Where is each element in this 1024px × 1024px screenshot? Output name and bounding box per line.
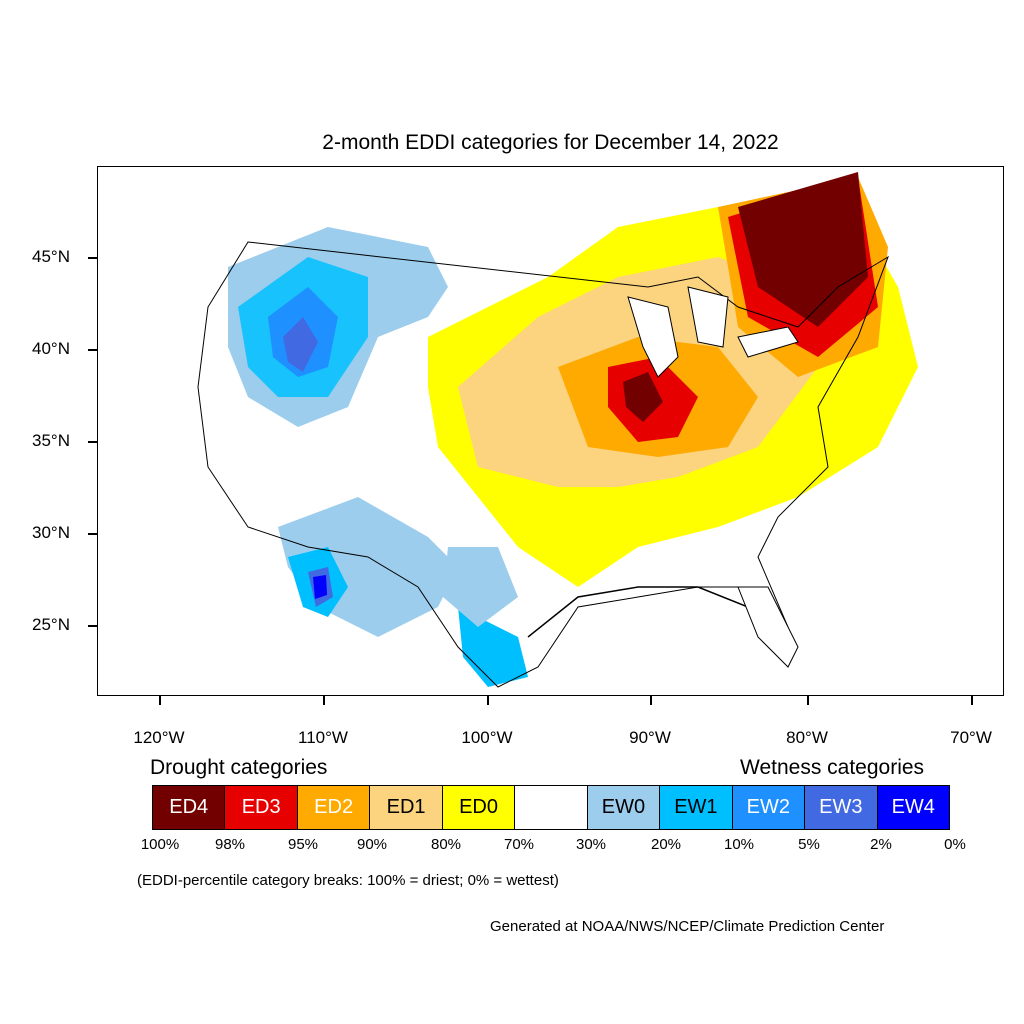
legend-ed4: ED4 <box>153 786 226 829</box>
legend-ew2: EW2 <box>732 786 806 829</box>
legend-ed0: ED0 <box>442 786 516 829</box>
pct-2: 2% <box>870 836 892 853</box>
x-tick <box>971 696 973 705</box>
pct-95: 95% <box>287 836 319 853</box>
ew0-region-texas <box>443 547 518 627</box>
legend-ed1: ED1 <box>370 786 443 829</box>
y-label-25: 25°N <box>32 615 70 634</box>
pct-20: 20% <box>650 836 682 853</box>
x-tick <box>650 696 652 705</box>
x-label-80w: 80°W <box>786 728 828 747</box>
y-label-30: 30°N <box>32 523 70 542</box>
ew3-region-great-basin <box>283 317 318 372</box>
pct-90: 90% <box>356 836 388 853</box>
x-label-120w: 120°W <box>133 728 185 747</box>
y-label-45: 45°N <box>32 247 70 266</box>
pct-70: 70% <box>503 836 535 853</box>
wetness-categories-heading: Wetness categories <box>740 756 925 779</box>
x-tick <box>807 696 809 705</box>
y-label-35: 35°N <box>32 431 70 450</box>
y-tick <box>88 625 97 627</box>
pct-30: 30% <box>575 836 607 853</box>
ew4-region-mexico <box>313 575 327 599</box>
pct-80: 80% <box>430 836 462 853</box>
legend-ed3: ED3 <box>225 786 298 829</box>
ew1-region-texas-coast <box>458 607 528 687</box>
y-tick <box>88 441 97 443</box>
map-plot <box>97 166 1004 696</box>
credit-line: Generated at NOAA/NWS/NCEP/Climate Predi… <box>490 918 885 935</box>
pct-5: 5% <box>798 836 820 853</box>
pct-0: 0% <box>944 836 966 853</box>
percentile-note: (EDDI-percentile category breaks: 100% =… <box>137 872 559 889</box>
great-lakes <box>627 286 799 378</box>
eddi-map <box>197 172 918 688</box>
florida <box>737 586 799 668</box>
ed4-region-northeast <box>738 172 868 327</box>
legend-ew3: EW3 <box>805 786 878 829</box>
legend-ew4: EW4 <box>877 786 949 829</box>
legend-ed2: ED2 <box>297 786 371 829</box>
x-label-100w: 100°W <box>461 728 513 747</box>
x-tick <box>323 696 325 705</box>
x-label-110w: 110°W <box>298 728 348 747</box>
ed4-region-midwest <box>623 372 663 422</box>
legend-color-bar: ED4 ED3 ED2 ED1 ED0 EW0 EW1 EW2 EW3 EW4 <box>152 785 950 830</box>
legend-ew1: EW1 <box>660 786 733 829</box>
map-title: 2-month EDDI categories for December 14,… <box>322 131 779 154</box>
legend-neutral <box>515 786 588 829</box>
x-label-70w: 70°W <box>950 728 992 747</box>
y-tick <box>88 257 97 259</box>
pct-98: 98% <box>214 836 246 853</box>
pct-100: 100% <box>140 836 180 853</box>
y-tick <box>88 349 97 351</box>
x-tick <box>487 696 489 705</box>
drought-categories-heading: Drought categories <box>150 756 328 779</box>
x-label-90w: 90°W <box>629 728 671 747</box>
y-tick <box>88 533 97 535</box>
x-tick <box>159 696 161 705</box>
legend-ew0: EW0 <box>587 786 661 829</box>
y-label-40: 40°N <box>32 339 70 358</box>
pct-10: 10% <box>723 836 755 853</box>
